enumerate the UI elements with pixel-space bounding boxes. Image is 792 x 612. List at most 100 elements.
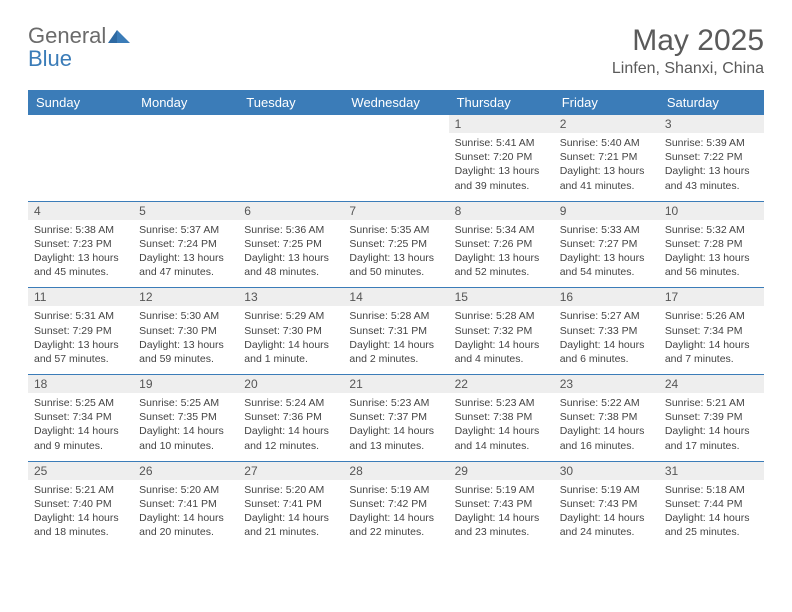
- sunrise-text: Sunrise: 5:21 AM: [665, 396, 758, 410]
- calendar-week-row: 11Sunrise: 5:31 AMSunset: 7:29 PMDayligh…: [28, 288, 764, 375]
- day-info: Sunrise: 5:39 AMSunset: 7:22 PMDaylight:…: [665, 136, 758, 193]
- calendar-day-cell: 18Sunrise: 5:25 AMSunset: 7:34 PMDayligh…: [28, 375, 133, 462]
- calendar-day-cell: 7Sunrise: 5:35 AMSunset: 7:25 PMDaylight…: [343, 201, 448, 288]
- calendar-day-cell: 20 Sunrise: 5:24 AMSunset: 7:36 PMDayligh…: [238, 375, 343, 462]
- sunset-text: Sunset: 7:36 PM: [244, 410, 337, 424]
- daylight-text: Daylight: 13 hours and 59 minutes.: [139, 338, 232, 366]
- day-number: [133, 115, 238, 119]
- day-number: 26: [133, 462, 238, 480]
- daylight-text: Daylight: 14 hours and 2 minutes.: [349, 338, 442, 366]
- sunset-text: Sunset: 7:38 PM: [560, 410, 653, 424]
- day-number: [343, 115, 448, 119]
- daylight-text: Daylight: 14 hours and 24 minutes.: [560, 511, 653, 539]
- location-text: Linfen, Shanxi, China: [612, 60, 764, 78]
- sunrise-text: Sunrise: 5:23 AM: [349, 396, 442, 410]
- calendar-table: SundayMondayTuesdayWednesdayThursdayFrid…: [28, 90, 764, 547]
- calendar-week-row: 25Sunrise: 5:21 AMSunset: 7:40 PMDayligh…: [28, 461, 764, 547]
- day-number: 29: [449, 462, 554, 480]
- day-number: 22: [449, 375, 554, 393]
- daylight-text: Daylight: 14 hours and 17 minutes.: [665, 424, 758, 452]
- daylight-text: Daylight: 14 hours and 7 minutes.: [665, 338, 758, 366]
- sunset-text: Sunset: 7:25 PM: [349, 237, 442, 251]
- sunrise-text: Sunrise: 5:24 AM: [244, 396, 337, 410]
- sunset-text: Sunset: 7:34 PM: [665, 324, 758, 338]
- day-number: [28, 115, 133, 119]
- sunrise-text: Sunrise: 5:19 AM: [560, 483, 653, 497]
- logo: GeneralBlue: [28, 24, 132, 70]
- sunrise-text: Sunrise: 5:30 AM: [139, 309, 232, 323]
- calendar-day-cell: 3Sunrise: 5:39 AMSunset: 7:22 PMDaylight…: [659, 115, 764, 201]
- daylight-text: Daylight: 14 hours and 23 minutes.: [455, 511, 548, 539]
- sunrise-text: Sunrise: 5:35 AM: [349, 223, 442, 237]
- day-number: 23: [554, 375, 659, 393]
- daylight-text: Daylight: 14 hours and 22 minutes.: [349, 511, 442, 539]
- daylight-text: Daylight: 13 hours and 43 minutes.: [665, 164, 758, 192]
- day-info: Sunrise: 5:21 AMSunset: 7:40 PMDaylight:…: [34, 483, 127, 540]
- calendar-day-cell: 21Sunrise: 5:23 AMSunset: 7:37 PMDayligh…: [343, 375, 448, 462]
- sunrise-text: Sunrise: 5:31 AM: [34, 309, 127, 323]
- day-number: 20: [238, 375, 343, 393]
- sunset-text: Sunset: 7:35 PM: [139, 410, 232, 424]
- day-info: Sunrise: 5:24 AMSunset: 7:36 PMDaylight:…: [244, 396, 337, 453]
- calendar-body: 1Sunrise: 5:41 AMSunset: 7:20 PMDaylight…: [28, 115, 764, 547]
- day-number: 6: [238, 202, 343, 220]
- sunset-text: Sunset: 7:27 PM: [560, 237, 653, 251]
- sunset-text: Sunset: 7:28 PM: [665, 237, 758, 251]
- day-info: Sunrise: 5:21 AMSunset: 7:39 PMDaylight:…: [665, 396, 758, 453]
- calendar-day-cell: 22Sunrise: 5:23 AMSunset: 7:38 PMDayligh…: [449, 375, 554, 462]
- sunrise-text: Sunrise: 5:18 AM: [665, 483, 758, 497]
- sunset-text: Sunset: 7:31 PM: [349, 324, 442, 338]
- sunrise-text: Sunrise: 5:19 AM: [455, 483, 548, 497]
- day-number: 4: [28, 202, 133, 220]
- day-number: 12: [133, 288, 238, 306]
- day-info: Sunrise: 5:37 AMSunset: 7:24 PMDaylight:…: [139, 223, 232, 280]
- calendar-day-cell: 10Sunrise: 5:32 AMSunset: 7:28 PMDayligh…: [659, 201, 764, 288]
- day-info: Sunrise: 5:41 AMSunset: 7:20 PMDaylight:…: [455, 136, 548, 193]
- calendar-day-cell: 4 Sunrise: 5:38 AMSunset: 7:23 PMDaylight…: [28, 201, 133, 288]
- calendar-day-cell: 5Sunrise: 5:37 AMSunset: 7:24 PMDaylight…: [133, 201, 238, 288]
- calendar-day-cell: 12 Sunrise: 5:30 AMSunset: 7:30 PMDayligh…: [133, 288, 238, 375]
- day-number: 14: [343, 288, 448, 306]
- sunrise-text: Sunrise: 5:37 AM: [139, 223, 232, 237]
- daylight-text: Daylight: 13 hours and 54 minutes.: [560, 251, 653, 279]
- calendar-day-cell: 17Sunrise: 5:26 AMSunset: 7:34 PMDayligh…: [659, 288, 764, 375]
- page-title: May 2025: [612, 24, 764, 58]
- calendar-day-cell: [238, 115, 343, 201]
- daylight-text: Daylight: 14 hours and 16 minutes.: [560, 424, 653, 452]
- daylight-text: Daylight: 14 hours and 25 minutes.: [665, 511, 758, 539]
- sunset-text: Sunset: 7:20 PM: [455, 150, 548, 164]
- sunrise-text: Sunrise: 5:26 AM: [665, 309, 758, 323]
- day-info: Sunrise: 5:19 AMSunset: 7:42 PMDaylight:…: [349, 483, 442, 540]
- day-number: 30: [554, 462, 659, 480]
- header: GeneralBlue May 2025 Linfen, Shanxi, Chi…: [28, 24, 764, 78]
- daylight-text: Daylight: 14 hours and 18 minutes.: [34, 511, 127, 539]
- day-info: Sunrise: 5:20 AMSunset: 7:41 PMDaylight:…: [139, 483, 232, 540]
- calendar-day-cell: 28Sunrise: 5:19 AMSunset: 7:42 PMDayligh…: [343, 461, 448, 547]
- sunset-text: Sunset: 7:24 PM: [139, 237, 232, 251]
- calendar-day-cell: 16Sunrise: 5:27 AMSunset: 7:33 PMDayligh…: [554, 288, 659, 375]
- daylight-text: Daylight: 14 hours and 20 minutes.: [139, 511, 232, 539]
- calendar-day-cell: 15Sunrise: 5:28 AMSunset: 7:32 PMDayligh…: [449, 288, 554, 375]
- calendar-day-cell: [133, 115, 238, 201]
- day-number: 13: [238, 288, 343, 306]
- calendar-day-cell: 9Sunrise: 5:33 AMSunset: 7:27 PMDaylight…: [554, 201, 659, 288]
- daylight-text: Daylight: 13 hours and 56 minutes.: [665, 251, 758, 279]
- daylight-text: Daylight: 14 hours and 14 minutes.: [455, 424, 548, 452]
- day-info: Sunrise: 5:38 AMSunset: 7:23 PMDaylight:…: [34, 223, 127, 280]
- sunrise-text: Sunrise: 5:34 AM: [455, 223, 548, 237]
- title-block: May 2025 Linfen, Shanxi, China: [612, 24, 764, 78]
- daylight-text: Daylight: 13 hours and 39 minutes.: [455, 164, 548, 192]
- sunrise-text: Sunrise: 5:19 AM: [349, 483, 442, 497]
- sunrise-text: Sunrise: 5:28 AM: [349, 309, 442, 323]
- day-info: Sunrise: 5:28 AMSunset: 7:32 PMDaylight:…: [455, 309, 548, 366]
- calendar-day-cell: 24Sunrise: 5:21 AMSunset: 7:39 PMDayligh…: [659, 375, 764, 462]
- day-info: Sunrise: 5:30 AMSunset: 7:30 PMDaylight:…: [139, 309, 232, 366]
- sunset-text: Sunset: 7:44 PM: [665, 497, 758, 511]
- day-info: Sunrise: 5:34 AMSunset: 7:26 PMDaylight:…: [455, 223, 548, 280]
- daylight-text: Daylight: 14 hours and 9 minutes.: [34, 424, 127, 452]
- sunset-text: Sunset: 7:32 PM: [455, 324, 548, 338]
- calendar-day-cell: 2Sunrise: 5:40 AMSunset: 7:21 PMDaylight…: [554, 115, 659, 201]
- day-info: Sunrise: 5:33 AMSunset: 7:27 PMDaylight:…: [560, 223, 653, 280]
- calendar-day-cell: [343, 115, 448, 201]
- sunset-text: Sunset: 7:41 PM: [244, 497, 337, 511]
